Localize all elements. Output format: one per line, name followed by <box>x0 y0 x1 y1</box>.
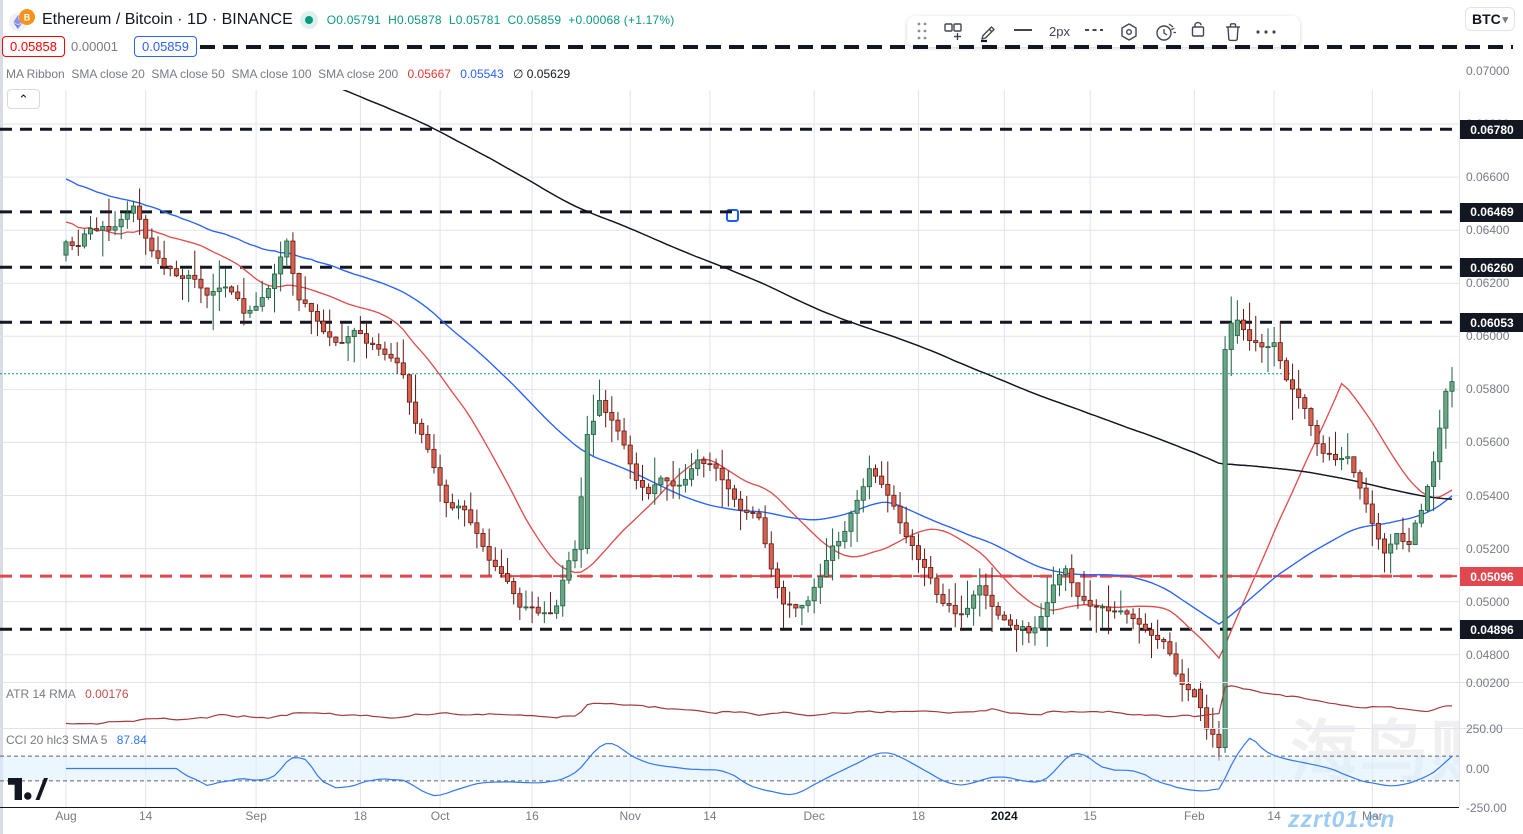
svg-text:B: B <box>24 13 31 23</box>
